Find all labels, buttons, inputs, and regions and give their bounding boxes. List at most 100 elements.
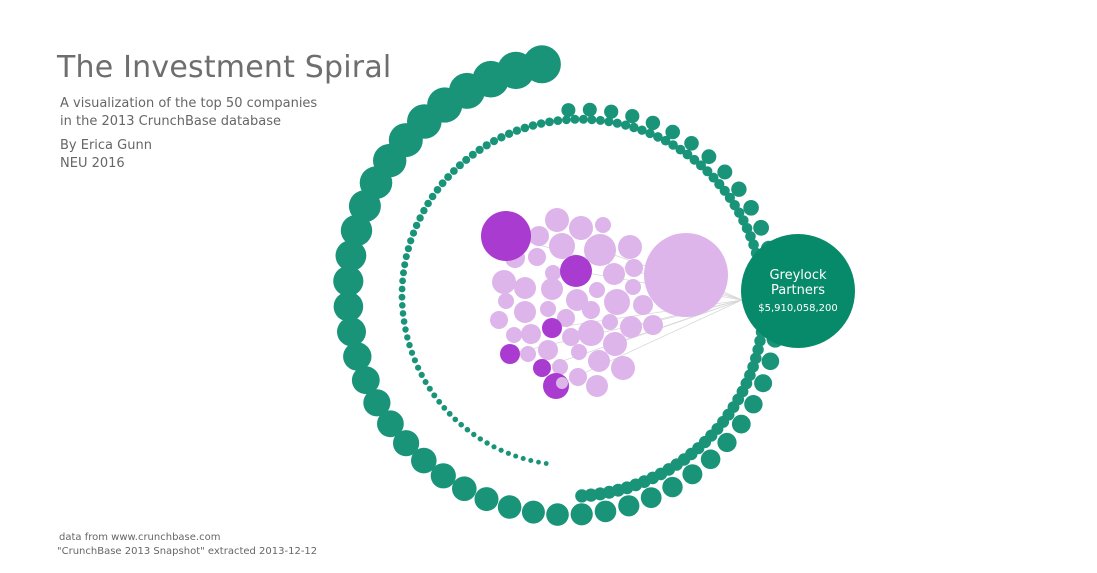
- investor-dot[interactable]: [668, 140, 678, 150]
- investor-dot[interactable]: [474, 487, 499, 512]
- investor-dot[interactable]: [729, 200, 740, 211]
- investor-dot[interactable]: [520, 123, 530, 133]
- investor-dot[interactable]: [343, 342, 372, 371]
- investor-dot[interactable]: [406, 341, 413, 349]
- investor-dot[interactable]: [497, 495, 522, 519]
- investor-dot[interactable]: [734, 207, 745, 218]
- investor-dot[interactable]: [748, 239, 759, 250]
- investor-dot[interactable]: [455, 161, 464, 170]
- company-dot[interactable]: [562, 328, 580, 346]
- investor-dot[interactable]: [724, 192, 736, 203]
- company-dot[interactable]: [618, 235, 642, 259]
- investor-dot[interactable]: [333, 291, 364, 322]
- investor-dot[interactable]: [754, 374, 773, 393]
- investor-dot[interactable]: [570, 114, 580, 124]
- investor-dot[interactable]: [462, 155, 471, 164]
- investor-dot[interactable]: [612, 118, 622, 128]
- investor-dot[interactable]: [415, 364, 422, 371]
- investor-dot[interactable]: [446, 410, 453, 417]
- company-dot[interactable]: [643, 315, 663, 335]
- company-dot[interactable]: [556, 377, 568, 389]
- investor-dot[interactable]: [653, 132, 663, 142]
- investor-dot[interactable]: [731, 181, 747, 197]
- company-dot-highlighted[interactable]: [542, 318, 562, 338]
- investor-dot[interactable]: [731, 414, 751, 434]
- company-dot[interactable]: [569, 216, 593, 240]
- investor-dot[interactable]: [399, 302, 406, 309]
- investor-dot[interactable]: [377, 410, 404, 438]
- investor-dot[interactable]: [761, 352, 780, 371]
- investor-dot[interactable]: [745, 231, 756, 242]
- company-dot[interactable]: [588, 350, 610, 372]
- investor-dot[interactable]: [393, 430, 420, 457]
- investor-dot[interactable]: [401, 261, 409, 269]
- investor-dot[interactable]: [404, 245, 412, 253]
- investor-dot[interactable]: [444, 173, 452, 181]
- company-dot[interactable]: [520, 346, 536, 362]
- investor-dot[interactable]: [717, 164, 733, 180]
- investor-dot[interactable]: [743, 200, 759, 216]
- company-dot[interactable]: [552, 359, 568, 375]
- investor-dot[interactable]: [420, 206, 428, 215]
- company-dot[interactable]: [569, 368, 587, 386]
- investor-dot[interactable]: [431, 392, 438, 399]
- investor-dot[interactable]: [660, 135, 671, 146]
- investor-dot[interactable]: [701, 149, 717, 165]
- investor-dot[interactable]: [536, 459, 541, 465]
- investor-dot[interactable]: [400, 269, 407, 277]
- investor-dot[interactable]: [520, 456, 526, 461]
- investor-dot[interactable]: [505, 450, 511, 456]
- company-dot-highlighted[interactable]: [560, 255, 592, 287]
- investor-dot[interactable]: [416, 214, 424, 222]
- investor-dot[interactable]: [675, 144, 686, 155]
- company-dot[interactable]: [595, 217, 611, 233]
- company-dot[interactable]: [625, 259, 643, 277]
- investor-dot[interactable]: [528, 121, 538, 130]
- investor-dot[interactable]: [575, 489, 589, 503]
- investor-dot[interactable]: [562, 115, 571, 125]
- company-dot[interactable]: [604, 289, 630, 315]
- investor-dot[interactable]: [738, 215, 749, 226]
- investor-dot[interactable]: [684, 136, 699, 151]
- investor-dot[interactable]: [426, 385, 433, 392]
- investor-dot[interactable]: [452, 476, 477, 502]
- investor-dot[interactable]: [561, 103, 576, 118]
- investor-dot[interactable]: [411, 447, 437, 474]
- company-dot[interactable]: [584, 234, 616, 266]
- investor-dot[interactable]: [629, 122, 639, 133]
- investor-dot[interactable]: [497, 133, 506, 142]
- investor-dot[interactable]: [450, 167, 458, 175]
- investor-dot[interactable]: [484, 440, 490, 446]
- company-dot-highlighted[interactable]: [533, 359, 551, 377]
- investor-dot[interactable]: [471, 431, 477, 438]
- investor-dot[interactable]: [625, 109, 640, 124]
- investor-dot[interactable]: [436, 398, 443, 405]
- investor-dot[interactable]: [582, 102, 597, 117]
- company-dot[interactable]: [529, 226, 549, 246]
- investor-dot[interactable]: [399, 310, 407, 317]
- investor-dot[interactable]: [543, 461, 549, 466]
- investor-dot[interactable]: [753, 219, 769, 236]
- investor-dot[interactable]: [422, 379, 429, 385]
- investor-dot[interactable]: [337, 317, 366, 347]
- company-dot[interactable]: [557, 309, 575, 327]
- investor-dot[interactable]: [665, 124, 680, 140]
- company-dot[interactable]: [545, 208, 569, 232]
- investor-dot[interactable]: [400, 318, 408, 325]
- investor-dot[interactable]: [399, 277, 406, 285]
- company-dot-highlighted[interactable]: [481, 211, 531, 261]
- investor-dot[interactable]: [637, 125, 647, 135]
- company-dot[interactable]: [540, 301, 556, 317]
- investor-dot[interactable]: [621, 120, 631, 130]
- company-dot[interactable]: [586, 375, 608, 397]
- investor-dot[interactable]: [491, 444, 497, 450]
- company-dot[interactable]: [644, 233, 728, 317]
- company-dot[interactable]: [625, 279, 641, 295]
- investor-dot[interactable]: [604, 104, 619, 119]
- investor-dot[interactable]: [696, 160, 706, 171]
- investor-dot[interactable]: [475, 145, 484, 154]
- company-dot[interactable]: [549, 233, 575, 259]
- investor-dot[interactable]: [536, 119, 546, 128]
- investor-dot[interactable]: [477, 436, 483, 442]
